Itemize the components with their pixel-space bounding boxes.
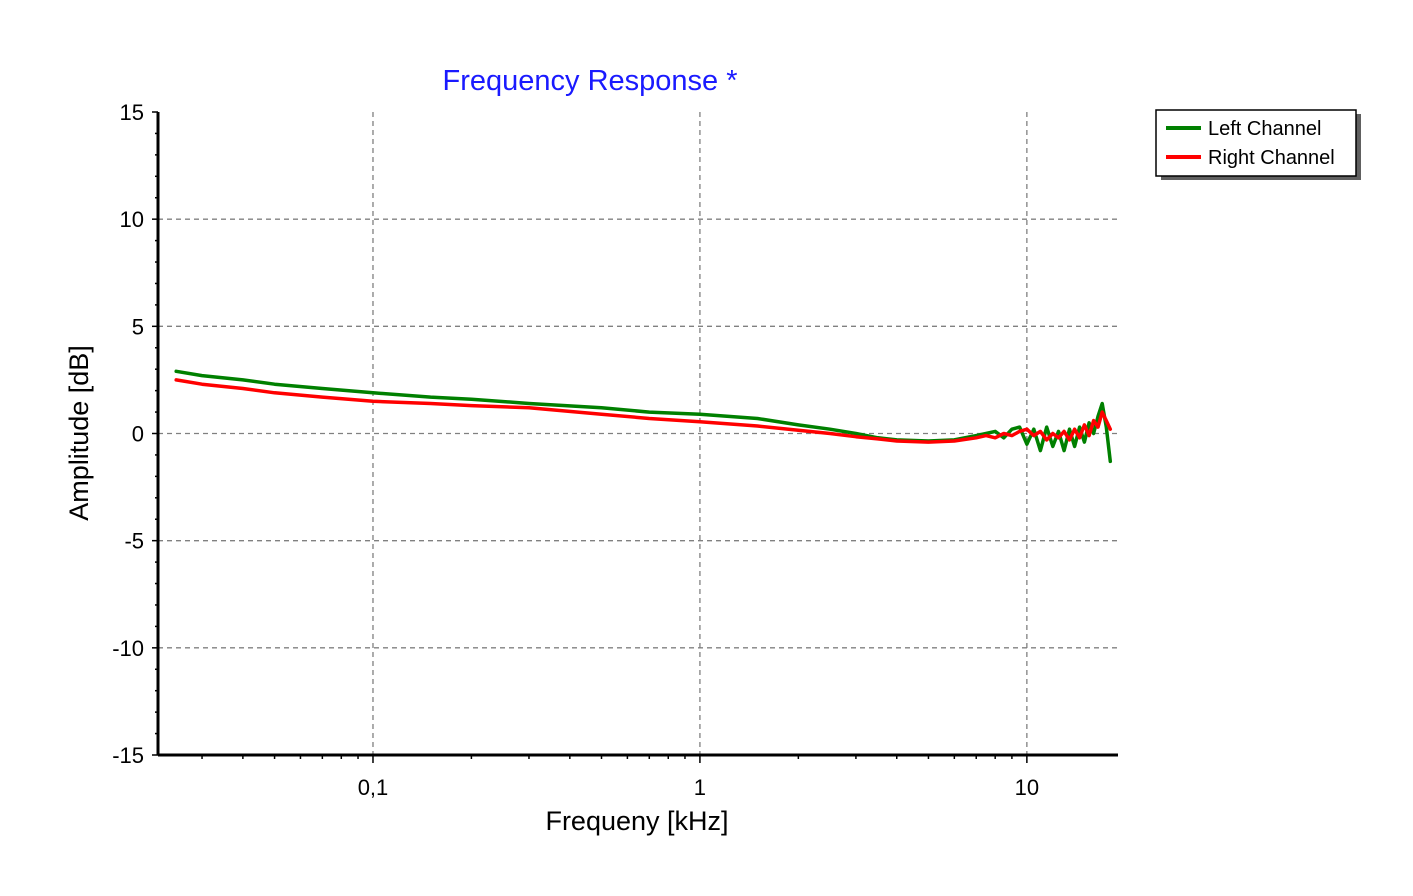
series-lines — [174, 369, 1113, 464]
legend-label: Right Channel — [1208, 147, 1335, 169]
tick-labels: 15 10 5 0 -5 -10 -15 0,1 1 10 — [112, 100, 1039, 800]
x-tick-label: 0,1 — [358, 775, 389, 800]
y-tick-label: -5 — [124, 529, 144, 554]
series-line-left — [174, 369, 1113, 464]
series-line-right — [174, 378, 1113, 444]
x-tick-label: 10 — [1015, 775, 1039, 800]
x-axis-title: Frequeny [kHz] — [545, 806, 728, 836]
chart-title: Frequency Response * — [443, 65, 738, 97]
legend: Left Channel Right Channel — [1155, 109, 1361, 180]
legend-label: Left Channel — [1208, 118, 1321, 140]
grid-lines — [158, 112, 1118, 755]
y-axis-title: Amplitude [dB] — [64, 345, 94, 521]
x-tick-label: 1 — [694, 775, 706, 800]
y-tick-label: -10 — [112, 636, 144, 661]
y-tick-label: 0 — [132, 422, 144, 447]
y-tick-label: 15 — [120, 100, 144, 125]
axes — [152, 111, 1118, 763]
y-tick-label: 10 — [120, 207, 144, 232]
y-tick-label: -15 — [112, 743, 144, 768]
legend-box — [1155, 109, 1357, 177]
y-tick-label: 5 — [132, 314, 144, 339]
